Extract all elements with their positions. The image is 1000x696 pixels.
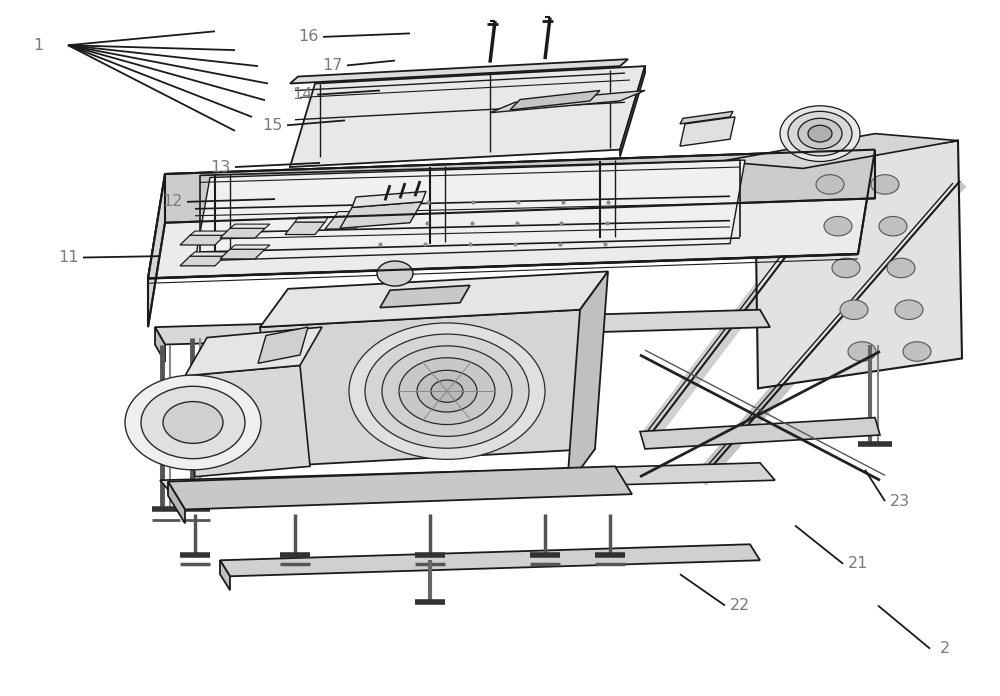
- Text: 13: 13: [210, 159, 230, 175]
- Polygon shape: [260, 310, 595, 466]
- Polygon shape: [220, 249, 265, 259]
- Polygon shape: [640, 418, 880, 449]
- Text: 22: 22: [730, 598, 750, 613]
- Polygon shape: [220, 560, 230, 590]
- Text: 15: 15: [262, 118, 282, 133]
- Text: 23: 23: [890, 493, 910, 509]
- Polygon shape: [155, 327, 165, 362]
- Polygon shape: [168, 482, 185, 523]
- Polygon shape: [490, 90, 645, 113]
- Circle shape: [840, 300, 868, 319]
- Circle shape: [879, 216, 907, 236]
- Text: 21: 21: [848, 556, 868, 571]
- Circle shape: [808, 125, 832, 142]
- Polygon shape: [230, 245, 270, 249]
- Polygon shape: [185, 327, 322, 376]
- Polygon shape: [260, 271, 608, 327]
- Circle shape: [417, 370, 477, 412]
- Polygon shape: [325, 216, 365, 229]
- Polygon shape: [335, 212, 368, 216]
- Circle shape: [824, 216, 852, 236]
- Circle shape: [349, 323, 545, 459]
- Polygon shape: [755, 141, 962, 388]
- Circle shape: [382, 346, 512, 436]
- Polygon shape: [168, 466, 632, 509]
- Polygon shape: [160, 463, 775, 498]
- Circle shape: [125, 375, 261, 470]
- Circle shape: [871, 175, 899, 194]
- Circle shape: [887, 258, 915, 278]
- Circle shape: [832, 258, 860, 278]
- Polygon shape: [180, 256, 225, 266]
- Text: 14: 14: [292, 87, 312, 102]
- Polygon shape: [148, 150, 875, 278]
- Polygon shape: [680, 111, 733, 124]
- Circle shape: [788, 111, 852, 156]
- Circle shape: [399, 358, 495, 425]
- Polygon shape: [340, 202, 422, 228]
- Polygon shape: [185, 365, 310, 477]
- Circle shape: [163, 402, 223, 443]
- Polygon shape: [285, 222, 325, 235]
- Circle shape: [848, 342, 876, 361]
- Circle shape: [365, 334, 529, 448]
- Polygon shape: [295, 217, 328, 222]
- Circle shape: [903, 342, 931, 361]
- Circle shape: [798, 118, 842, 149]
- Polygon shape: [220, 544, 760, 576]
- Circle shape: [377, 261, 413, 286]
- Polygon shape: [567, 271, 608, 487]
- Polygon shape: [148, 174, 165, 327]
- Polygon shape: [680, 117, 735, 146]
- Polygon shape: [180, 235, 225, 245]
- Circle shape: [780, 106, 860, 161]
- Text: 2: 2: [940, 641, 950, 656]
- Text: 1: 1: [33, 38, 43, 53]
- Text: 11: 11: [58, 250, 78, 265]
- Polygon shape: [190, 231, 230, 235]
- Polygon shape: [230, 224, 270, 228]
- Circle shape: [141, 386, 245, 459]
- Circle shape: [895, 300, 923, 319]
- Polygon shape: [620, 66, 645, 157]
- Polygon shape: [155, 310, 770, 345]
- Polygon shape: [220, 228, 265, 238]
- Polygon shape: [195, 160, 745, 261]
- Circle shape: [431, 380, 463, 402]
- Polygon shape: [380, 285, 470, 308]
- Circle shape: [816, 175, 844, 194]
- Polygon shape: [190, 252, 230, 256]
- Polygon shape: [290, 66, 645, 167]
- Polygon shape: [352, 191, 426, 207]
- Text: 16: 16: [298, 29, 318, 45]
- Text: 17: 17: [322, 58, 342, 73]
- Polygon shape: [510, 90, 600, 110]
- Polygon shape: [165, 150, 875, 223]
- Text: 12: 12: [162, 194, 182, 209]
- Polygon shape: [720, 134, 958, 168]
- Polygon shape: [290, 59, 628, 84]
- Polygon shape: [258, 327, 308, 363]
